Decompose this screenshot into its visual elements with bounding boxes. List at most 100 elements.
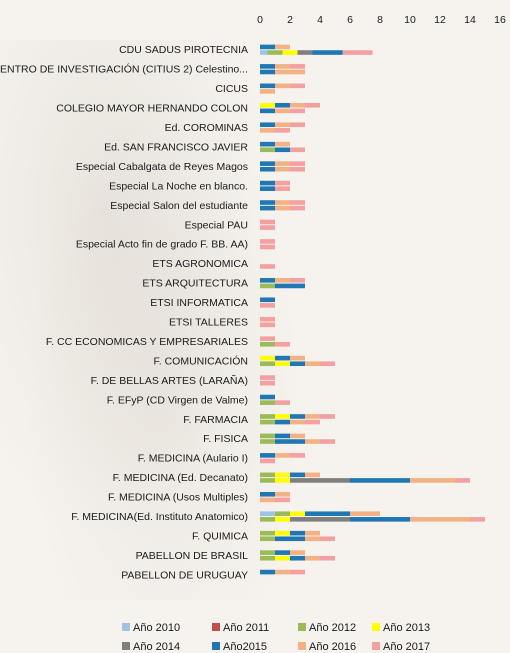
category-label-22: F. MEDICINA (Ed. Decanato) — [113, 472, 248, 484]
bar-segment-5-0-6 — [275, 141, 290, 147]
legend-label-0: Año 2010 — [133, 622, 180, 634]
x-tick-label-7: 14 — [464, 14, 476, 26]
bar-segment-23-0-6 — [275, 491, 290, 497]
bar-segment-22-1-6 — [410, 478, 455, 483]
bar-segment-0-0-6 — [275, 44, 290, 50]
bar-segment-24-0-3 — [290, 511, 305, 517]
category-label-15: F. CC ECONOMICAS Y EMPRESARIALES — [46, 336, 248, 348]
bar-segment-0-0-5 — [260, 44, 275, 50]
category-label-26: PABELLON DE BRASIL — [136, 550, 249, 562]
bar-segment-22-0-3 — [275, 472, 290, 478]
bar-segment-20-0-2 — [260, 433, 275, 439]
legend-swatch-7 — [372, 642, 380, 650]
bar-segment-24-0-6 — [350, 511, 380, 517]
bar-segment-19-0-3 — [275, 414, 290, 419]
bar-segment-25-1-5 — [275, 536, 305, 542]
x-tick-label-5: 10 — [404, 14, 416, 26]
category-label-14: ETSI TALLERES — [169, 317, 248, 329]
bar-segment-19-1-6 — [290, 419, 305, 425]
bar-segment-24-1-6 — [410, 517, 470, 522]
bar-segment-7-1-5 — [260, 186, 275, 191]
bar-segment-16-0-5 — [275, 355, 290, 361]
bar-segment-3-1-7 — [290, 108, 305, 114]
bar-segment-5-0-5 — [260, 141, 275, 147]
bar-segment-8-0-7 — [290, 200, 305, 205]
bar-segment-25-0-2 — [260, 530, 275, 536]
legend-label-1: Año 2011 — [223, 622, 269, 634]
bar-segment-19-1-7 — [305, 419, 320, 425]
bar-segment-20-1-5 — [275, 439, 305, 444]
background-watermark — [0, 40, 300, 600]
category-label-19: F. FARMACIA — [183, 414, 248, 426]
bar-segment-21-0-6 — [275, 453, 290, 458]
bar-segment-23-1-7 — [275, 497, 290, 503]
bar-segment-3-0-5 — [275, 102, 290, 108]
bar-segment-2-0-6 — [275, 83, 290, 89]
bar-segment-19-0-6 — [305, 414, 320, 419]
category-label-24: F. MEDICINA(Ed. Instituto Anatomico) — [71, 511, 248, 523]
bar-segment-22-1-2 — [260, 478, 275, 483]
bar-segment-13-1-7 — [260, 303, 275, 308]
bar-segment-26-1-3 — [275, 555, 290, 561]
bar-segment-27-0-5 — [260, 569, 275, 575]
bar-segment-0-1-3 — [282, 50, 298, 55]
bar-segment-17-0-7 — [260, 375, 275, 380]
bar-segment-2-1-6 — [260, 89, 275, 94]
bar-segment-15-1-2 — [260, 341, 275, 347]
bar-segment-11-1-7 — [260, 264, 275, 269]
bar-segment-3-0-6 — [290, 102, 305, 108]
bar-segment-19-1-2 — [260, 419, 275, 425]
bar-segment-22-0-5 — [290, 472, 305, 478]
bar-segment-6-0-7 — [290, 161, 305, 166]
bar-segment-24-0-5 — [305, 511, 350, 517]
category-label-12: ETS ARQUITECTURA — [142, 278, 248, 290]
bar-segment-20-1-7 — [320, 439, 335, 444]
bar-segment-8-1-6 — [275, 205, 290, 211]
bar-segment-16-1-3 — [275, 361, 290, 367]
bar-segment-21-0-5 — [260, 453, 275, 458]
bar-segment-8-1-7 — [290, 205, 305, 211]
bar-segment-27-0-7 — [290, 569, 305, 575]
legend-label-5: Año2015 — [223, 641, 267, 653]
bar-segment-8-0-6 — [275, 200, 290, 205]
category-label-23: F. MEDICINA (Usos Multiples) — [108, 492, 248, 504]
bar-segment-10-1-7 — [260, 244, 275, 250]
bar-segment-25-0-5 — [290, 530, 305, 536]
bar-segment-12-0-7 — [290, 278, 305, 283]
bar-segment-4-1-6 — [260, 128, 275, 133]
category-label-7: Especial La Noche en blanco. — [109, 180, 248, 192]
bar-segment-16-0-6 — [290, 355, 305, 361]
bar-segment-25-1-7 — [320, 536, 335, 542]
bar-segment-22-1-3 — [275, 478, 290, 483]
category-label-2: CICUS — [215, 83, 248, 95]
legend-swatch-3 — [372, 623, 380, 631]
bar-segment-3-0-3 — [260, 102, 275, 108]
bar-segment-2-0-5 — [260, 83, 275, 89]
bar-segment-16-1-6 — [305, 361, 320, 367]
bar-segment-12-1-2 — [260, 283, 275, 289]
category-label-9: Especial PAU — [185, 219, 248, 231]
bar-segment-22-0-6 — [305, 472, 320, 478]
bar-segment-26-0-2 — [260, 550, 275, 555]
bar-segment-27-0-6 — [275, 569, 290, 575]
bar-segment-20-1-6 — [305, 439, 320, 444]
legend-swatch-0 — [122, 623, 130, 631]
bar-segment-19-0-7 — [320, 414, 335, 419]
bar-segment-22-1-5 — [350, 478, 410, 483]
category-label-20: F. FISICA — [203, 433, 248, 445]
category-label-17: F. DE BELLAS ARTES (LARAÑA) — [91, 374, 248, 387]
legend-swatch-6 — [298, 642, 306, 650]
bar-segment-6-1-6 — [275, 166, 290, 172]
bar-segment-6-0-5 — [260, 161, 275, 166]
legend-label-2: Año 2012 — [309, 622, 356, 634]
bar-segment-4-0-5 — [260, 122, 275, 128]
bar-segment-1-1-5 — [260, 69, 275, 75]
bar-segment-20-1-2 — [260, 439, 275, 444]
category-label-3: COLEGIO MAYOR HERNANDO COLON — [56, 103, 248, 115]
bar-segment-12-1-5 — [275, 283, 305, 289]
bar-segment-25-0-6 — [305, 530, 320, 536]
bar-segment-24-1-2 — [260, 517, 275, 522]
bar-segment-25-1-6 — [305, 536, 320, 542]
bar-segment-5-1-7 — [290, 147, 305, 153]
